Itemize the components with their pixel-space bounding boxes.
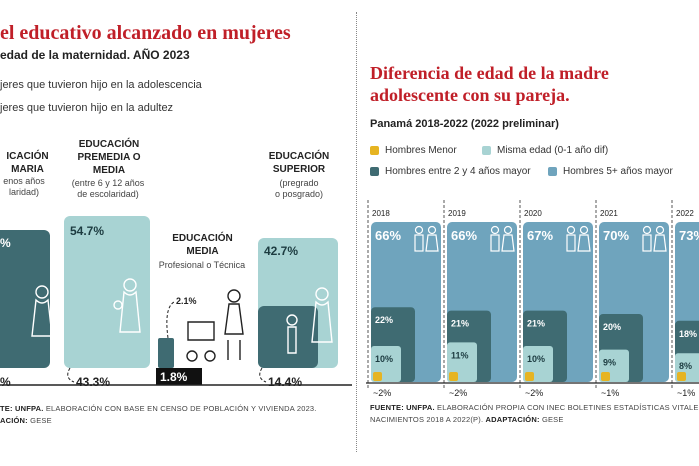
left-source: TE: UNFPA. ELABORACIÓN CON BASE EN CENSO… bbox=[0, 404, 317, 413]
label-primaria-adult: % bbox=[0, 236, 11, 250]
label-5plus: 66% bbox=[451, 228, 477, 243]
couple-icon bbox=[642, 225, 667, 252]
right-chart-title: Diferencia de edad de la madre adolescen… bbox=[370, 63, 609, 105]
bar-media-teen bbox=[156, 368, 202, 385]
woman-with-child-icon bbox=[286, 287, 333, 354]
year-label: 2022 bbox=[676, 209, 694, 218]
label-same-age: 10% bbox=[527, 354, 545, 364]
legend-hombres-5plus: Hombres 5+ años mayor bbox=[548, 166, 673, 177]
label-same-age: 8% bbox=[679, 361, 692, 371]
label-2to4: 21% bbox=[451, 319, 469, 329]
label-5plus: 66% bbox=[375, 228, 401, 243]
year-label: 2021 bbox=[600, 209, 618, 218]
label-2to4: 22% bbox=[375, 315, 393, 325]
label-2to4: 21% bbox=[527, 319, 545, 329]
legend-hombres-menor: Hombres Menor bbox=[370, 145, 457, 156]
label-same-age: 11% bbox=[451, 350, 469, 360]
label-media-teen: 1.8% bbox=[160, 370, 188, 384]
year-label: 2020 bbox=[524, 209, 542, 218]
cat-media-note: Profesional o Técnica bbox=[158, 260, 246, 270]
label-premedia-teen: 43.3% bbox=[76, 375, 111, 389]
cat-premedia-head: EDUCACIÓN PREMEDIA O MEDIA bbox=[77, 139, 141, 176]
woman-with-stroller-icon bbox=[186, 289, 244, 362]
connector-superior-teen bbox=[259, 367, 267, 383]
label-superior-adult: 42.7% bbox=[264, 244, 299, 258]
left-chart-title: el educativo alcanzado en mujeres bbox=[0, 22, 291, 44]
bar-premedia-adult bbox=[64, 216, 150, 368]
label-2to4: 18% bbox=[679, 329, 697, 339]
label-media-adult: 2.1% bbox=[176, 296, 197, 306]
label-same-age: 10% bbox=[375, 354, 393, 364]
label-younger: ~2% bbox=[449, 388, 467, 398]
bar-younger bbox=[677, 372, 686, 381]
bar-younger bbox=[449, 372, 458, 381]
mother-icon bbox=[31, 285, 53, 337]
bar-younger bbox=[525, 372, 534, 381]
cat-premedia-note: (entre 6 y 12 años de escolaridad) bbox=[71, 178, 145, 199]
legend-swatch bbox=[370, 167, 379, 176]
label-superior-teen: 14.4% bbox=[268, 375, 303, 389]
label-5plus: 70% bbox=[603, 228, 629, 243]
cat-superior-head: EDUCACIÓN SUPERIOR bbox=[268, 151, 330, 175]
label-younger: ~1% bbox=[677, 388, 695, 398]
legend-swatch bbox=[482, 146, 491, 155]
couple-icon bbox=[490, 225, 515, 252]
year-label: 2018 bbox=[372, 209, 390, 218]
cat-media-head: EDUCACIÓN MEDIA bbox=[172, 233, 233, 257]
legend-swatch bbox=[370, 146, 379, 155]
right-credit: NACIMIENTOS 2018 A 2022(P). ADAPTACIÓN: … bbox=[370, 415, 564, 424]
legend-swatch bbox=[548, 167, 557, 176]
right-source: FUENTE: UNFPA. ELABORACIÓN PROPIA CON IN… bbox=[370, 403, 699, 412]
couple-icon bbox=[414, 225, 439, 252]
label-5plus: 73% bbox=[679, 228, 699, 243]
cat-primaria-head: ICACIÓN MARIA bbox=[6, 151, 49, 175]
label-premedia-adult: 54.7% bbox=[70, 224, 105, 238]
bar-younger bbox=[601, 372, 610, 381]
cat-superior-note: (pregrado o posgrado) bbox=[274, 178, 324, 199]
label-2to4: 20% bbox=[603, 322, 621, 332]
right-chart-subtitle: Panamá 2018-2022 (2022 preliminar) bbox=[370, 118, 559, 130]
year-label: 2019 bbox=[448, 209, 466, 218]
left-legend-teen: jeres que tuvieron hijo en la adolescenc… bbox=[0, 79, 202, 91]
cat-primaria-note: enos años laridad) bbox=[3, 176, 45, 197]
left-credit: ACIÓN: GESE bbox=[0, 416, 52, 425]
left-chart-subtitle: edad de la maternidad. AÑO 2023 bbox=[0, 48, 190, 62]
connector-premedia-teen bbox=[67, 367, 75, 383]
label-younger: ~1% bbox=[601, 388, 619, 398]
couple-icon bbox=[566, 225, 591, 252]
woman-with-baby-icon bbox=[113, 278, 141, 333]
left-legend-adult: jeres que tuvieron hijo en la adultez bbox=[0, 102, 174, 114]
label-primaria-teen: % bbox=[0, 375, 11, 389]
panel-divider bbox=[356, 12, 357, 452]
label-younger: ~2% bbox=[373, 388, 391, 398]
left-bar-chart bbox=[0, 216, 352, 386]
connector-media-adult bbox=[166, 301, 175, 339]
legend-hombres-2-4: Hombres entre 2 y 4 años mayor bbox=[370, 166, 531, 177]
label-younger: ~2% bbox=[525, 388, 543, 398]
bar-media-adult bbox=[158, 338, 174, 368]
label-5plus: 67% bbox=[527, 228, 553, 243]
legend-misma-edad: Misma edad (0-1 año dif) bbox=[482, 145, 608, 156]
label-same-age: 9% bbox=[603, 358, 616, 368]
bar-younger bbox=[373, 372, 382, 381]
bar-primaria-adult bbox=[0, 230, 50, 368]
